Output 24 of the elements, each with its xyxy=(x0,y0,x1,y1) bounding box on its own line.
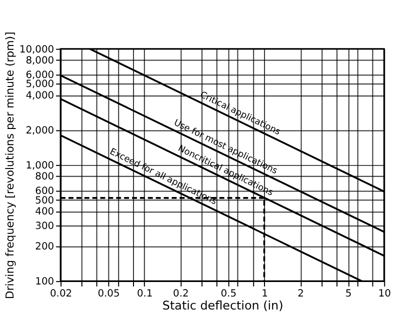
y-tick-label: 10,000 xyxy=(19,44,54,56)
x-tick-label: 0.1 xyxy=(136,288,153,300)
y-tick-label: 5,000 xyxy=(26,79,54,90)
y-tick-label: 2,000 xyxy=(26,125,54,136)
y-axis-title: Driving frequency [revolutions per minute (rpm)] xyxy=(3,32,16,300)
x-tick-label: 2 xyxy=(298,288,304,300)
x-tick-label: 5 xyxy=(345,288,352,300)
x-tick-label: 10 xyxy=(378,288,391,300)
y-tick-label: 200 xyxy=(35,242,54,253)
y-tick-label: 600 xyxy=(35,186,54,198)
x-tick-label: 0.5 xyxy=(220,288,237,300)
y-tick-label: 800 xyxy=(35,172,54,183)
x-tick-label: 1 xyxy=(262,288,268,300)
x-tick-label: 0.2 xyxy=(173,288,189,300)
y-tick-label: 1,000 xyxy=(26,160,54,172)
y-tick-label: 4,000 xyxy=(26,90,54,102)
y-tick-label: 100 xyxy=(35,276,54,288)
y-tick-label: 400 xyxy=(35,206,54,218)
y-tick-label: 500 xyxy=(35,195,54,206)
x-tick-label: 0.02 xyxy=(50,288,72,300)
x-tick-label: 0.05 xyxy=(98,288,120,300)
y-tick-label: 300 xyxy=(35,221,54,232)
x-axis-title: Static deflection (in) xyxy=(162,298,284,312)
y-tick-label: 8,000 xyxy=(26,56,54,67)
